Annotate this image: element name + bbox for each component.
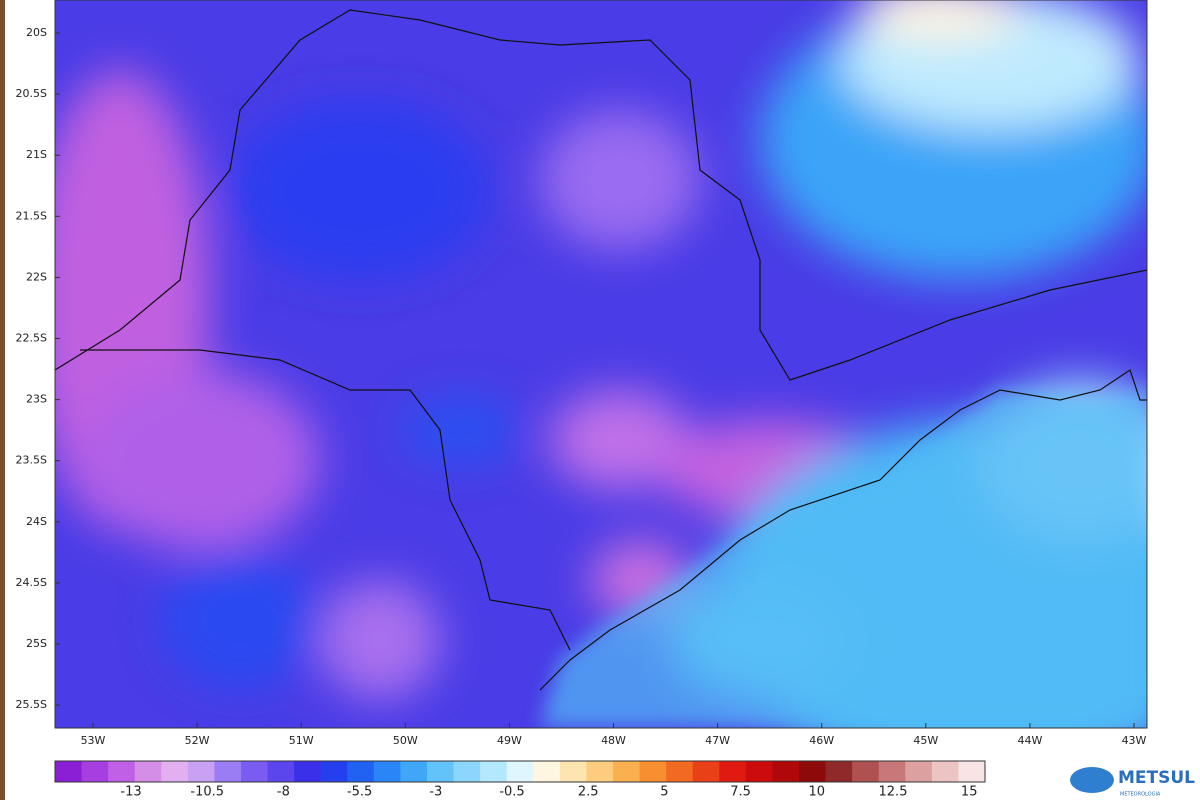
lat-label: 21S <box>26 148 47 161</box>
lon-axis: 53W 52W 51W 50W 49W 48W 47W 46W 45W 44W 43W <box>81 723 1147 747</box>
anomaly-field <box>55 0 1147 728</box>
colorbar-cell <box>745 761 773 782</box>
colorbar-label: 2.5 <box>578 785 599 800</box>
colorbar-cell <box>878 761 906 782</box>
colorbar-cell <box>81 761 109 782</box>
colorbar-cell <box>241 761 269 782</box>
map-frame <box>54 0 1148 729</box>
lat-label: 22S <box>26 270 47 283</box>
colorbar-cell <box>373 761 401 782</box>
colorbar-cell <box>613 761 641 782</box>
colorbar-cell <box>639 761 667 782</box>
lon-label: 45W <box>913 734 938 747</box>
lon-label: 51W <box>289 734 314 747</box>
lat-label: 23.5S <box>16 454 47 467</box>
lon-label: 49W <box>497 734 522 747</box>
colorbar-cell <box>666 761 694 782</box>
colorbar-cell <box>480 761 508 782</box>
colorbar-label: -8 <box>277 785 290 800</box>
lat-axis: 20S 20.5S 21S 21.5S 22S 22.5S 23S 23.5S 24S 24.5S… <box>16 26 60 711</box>
lon-label: 48W <box>601 734 626 747</box>
colorbar: -13 -10.5 -8 -5.5 -3 -0.5 2.5 5 7.5 10 12.5 15 <box>54 760 986 800</box>
colorbar-cell <box>719 761 747 782</box>
colorbar-cell <box>852 761 880 782</box>
colorbar-label: -3 <box>429 785 442 800</box>
lat-label: 22.5S <box>16 332 47 345</box>
lon-label: 53W <box>81 734 106 747</box>
colorbar-cell <box>427 761 455 782</box>
colorbar-cell <box>559 761 587 782</box>
colorbar-label: -10.5 <box>190 785 224 800</box>
lon-label: 47W <box>705 734 730 747</box>
logo: METSUL METEOROLOGIA <box>1070 767 1195 798</box>
lat-label: 23S <box>26 393 47 406</box>
colorbar-label: -13 <box>120 785 141 800</box>
lon-label: 50W <box>393 734 418 747</box>
colorbar-cell <box>320 761 348 782</box>
colorbar-cell <box>799 761 827 782</box>
colorbar-cell <box>187 761 215 782</box>
colorbar-cell <box>108 761 136 782</box>
colorbar-cell <box>931 761 959 782</box>
lat-label: 25.5S <box>16 698 47 711</box>
colorbar-label: -0.5 <box>499 785 524 800</box>
logo-name: METSUL <box>1118 768 1195 788</box>
lat-label: 24.5S <box>16 576 47 589</box>
colorbar-cell <box>905 761 933 782</box>
colorbar-cell <box>958 761 986 782</box>
colorbar-label: 7.5 <box>730 785 751 800</box>
colorbar-frame <box>54 760 986 783</box>
colorbar-cell <box>214 761 242 782</box>
colorbar-cell <box>294 761 322 782</box>
colorbar-cell <box>453 761 481 782</box>
colorbar-cell <box>400 761 428 782</box>
logo-globe <box>1070 767 1114 793</box>
colorbar-label: -5.5 <box>347 785 372 800</box>
edge-strip <box>0 0 5 800</box>
colorbar-cell <box>347 761 375 782</box>
colorbar-cell <box>161 761 189 782</box>
colorbar-cell <box>533 761 561 782</box>
lat-label: 21.5S <box>16 209 47 222</box>
lon-label: 46W <box>809 734 834 747</box>
lon-label: 44W <box>1017 734 1042 747</box>
colorbar-cell <box>267 761 295 782</box>
logo-tagline: METEOROLOGIA <box>1120 792 1161 798</box>
colorbar-cell <box>55 761 83 782</box>
boundaries <box>55 9 1147 691</box>
lat-label: 20.5S <box>16 87 47 100</box>
colorbar-label: 10 <box>809 785 826 800</box>
lat-label: 20S <box>26 26 47 39</box>
colorbar-cell <box>772 761 800 782</box>
colorbar-cell <box>586 761 614 782</box>
colorbar-cell <box>506 761 534 782</box>
colorbar-label: 15 <box>961 785 978 800</box>
colorbar-label: 12.5 <box>879 785 908 800</box>
colorbar-cell <box>692 761 720 782</box>
colorbar-label: 5 <box>660 785 668 800</box>
lon-label: 52W <box>185 734 210 747</box>
colorbar-cell <box>825 761 853 782</box>
lat-label: 25S <box>26 637 47 650</box>
lon-label: 43W <box>1122 734 1147 747</box>
colorbar-cell <box>134 761 162 782</box>
lat-label: 24S <box>26 515 47 528</box>
